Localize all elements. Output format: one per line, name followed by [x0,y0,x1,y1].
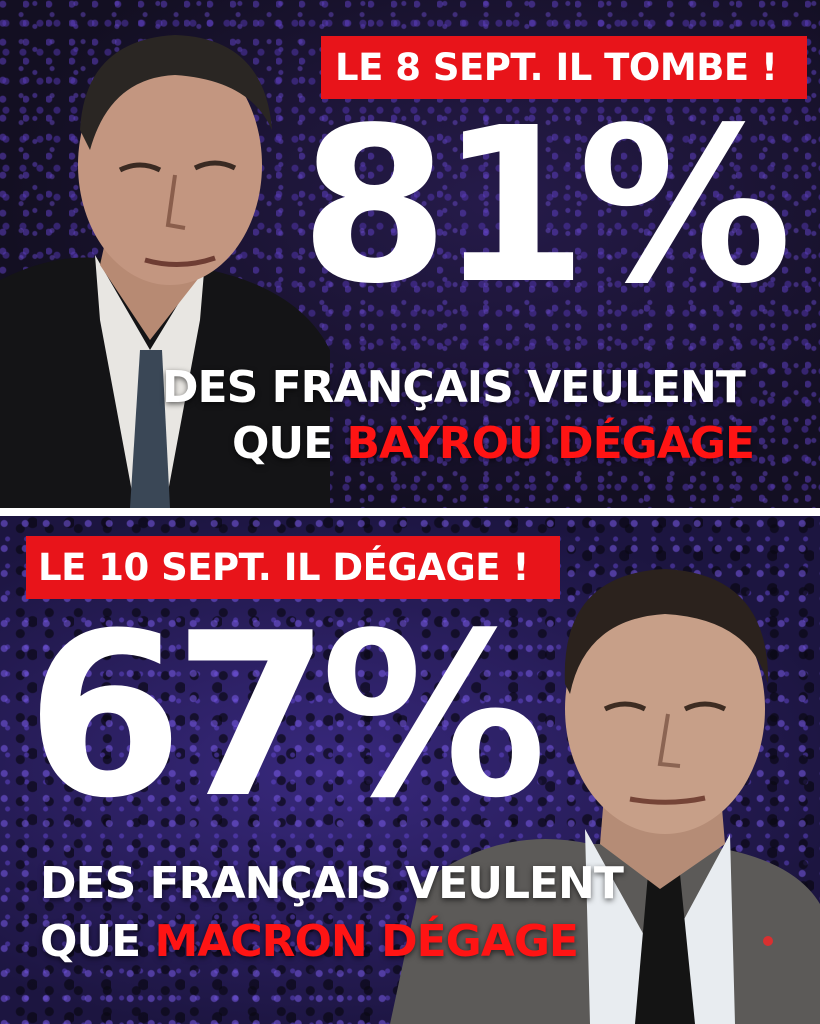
bayrou-panel: LE 8 SEPT. IL TOMBE ! 81% DES FRANÇAIS V… [0,0,820,508]
statement-prefix: QUE [232,418,347,469]
poll-percentage: 81% [300,82,792,331]
statement-line-1: DES FRANÇAIS VEULENT [40,858,624,909]
macron-panel: LE 10 SEPT. IL DÉGAGE ! 67% DES FRANÇAIS… [0,516,820,1024]
statement-prefix: QUE [40,916,155,967]
date-banner: LE 10 SEPT. IL DÉGAGE ! [26,536,560,599]
panel-divider [0,508,820,516]
statement-line-2: QUE BAYROU DÉGAGE [232,422,755,466]
macron-portrait [390,569,820,1024]
date-banner: LE 8 SEPT. IL TOMBE ! [321,36,807,99]
statement-line-2: QUE MACRON DÉGAGE [40,920,579,964]
statement-highlight: MACRON DÉGAGE [154,916,579,967]
poll-percentage: 67% [26,585,547,848]
bayrou-portrait [0,35,330,508]
statement-highlight: BAYROU DÉGAGE [346,418,755,469]
statement-line-1: DES FRANÇAIS VEULENT [162,362,746,413]
